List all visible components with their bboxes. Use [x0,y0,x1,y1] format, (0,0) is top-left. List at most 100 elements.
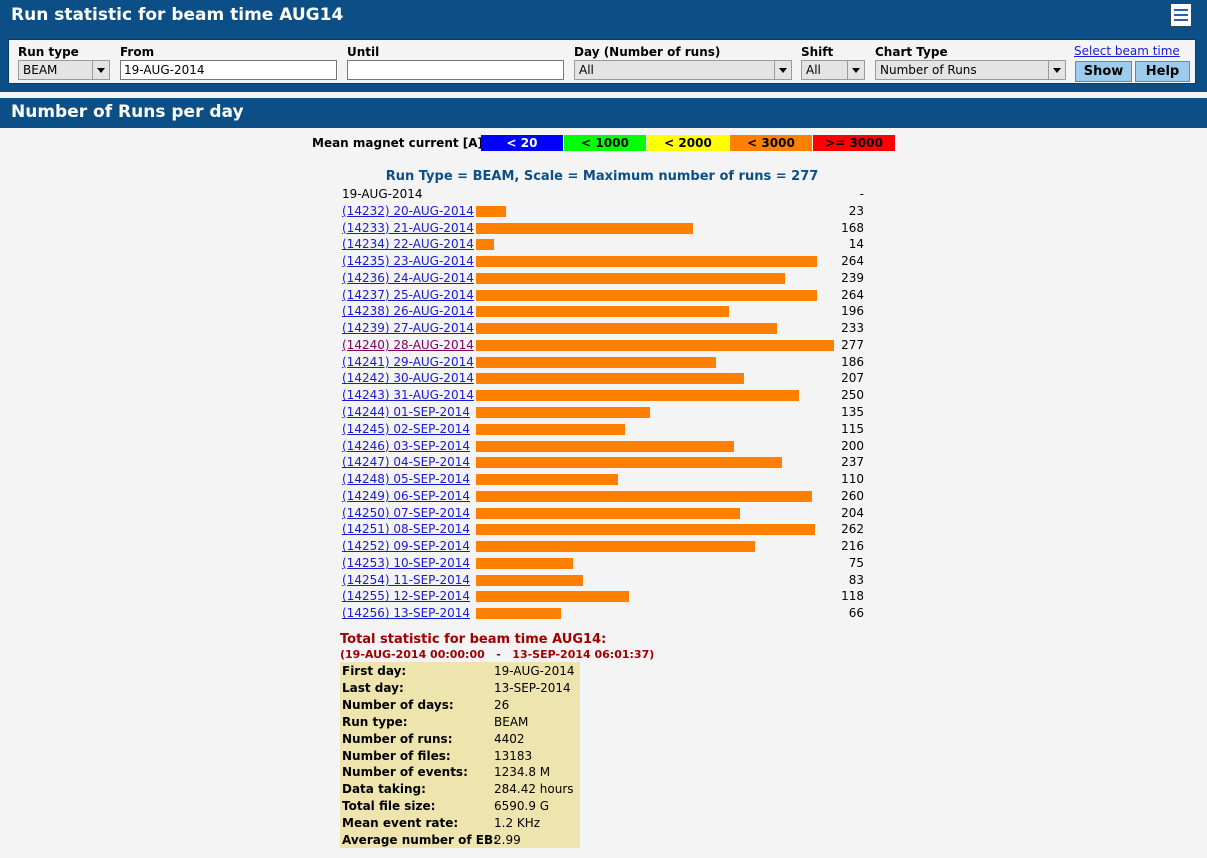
stats-row: Number of files: 13183 [340,748,580,765]
stats-row: Number of events: 1234.8 M [340,764,580,781]
run-type-value: BEAM [23,63,58,77]
stat-key: Data taking: [342,782,426,797]
chart-row: (14237) 25-AUG-2014 264 [342,288,866,304]
run-date-link[interactable]: (14242) 30-AUG-2014 [342,371,474,386]
chart-row: (14241) 29-AUG-2014 186 [342,355,866,371]
bar-value-label: 237 [841,455,864,470]
chart-row: 19-AUG-2014 - [342,187,866,203]
bar-value-label: 239 [841,270,864,285]
section-header: Number of Runs per day [0,98,1207,128]
chevron-down-icon[interactable] [847,61,864,79]
until-input[interactable] [347,60,564,80]
legend-item: >= 3000 [813,135,895,151]
run-date-link[interactable]: (14253) 10-SEP-2014 [342,555,470,570]
run-date-link[interactable]: (14234) 22-AUG-2014 [342,237,474,252]
chart-row: (14233) 21-AUG-2014 168 [342,221,866,237]
run-date-link[interactable]: (14246) 03-SEP-2014 [342,438,470,453]
bar [476,490,812,502]
bar [476,256,817,268]
bar-value-label: 262 [841,522,864,537]
chart-row: (14232) 20-AUG-2014 23 [342,204,866,220]
chart-row: (14236) 24-AUG-2014 239 [342,271,866,287]
bar-value-label: 14 [848,237,864,252]
chevron-down-icon[interactable] [774,61,791,79]
from-input[interactable]: 19-AUG-2014 [120,60,337,80]
run-date-link[interactable]: (14248) 05-SEP-2014 [342,472,470,487]
stat-value: BEAM [494,714,529,729]
stat-value: 1.2 KHz [494,816,541,831]
section-title: Number of Runs per day [11,102,244,122]
run-date-link[interactable]: (14251) 08-SEP-2014 [342,522,470,537]
bar-value-label: 66 [848,606,864,621]
bar [476,272,785,284]
bar-value-label: 264 [841,287,864,302]
chart-row: (14255) 12-SEP-2014 118 [342,589,866,605]
page-title: Run statistic for beam time AUG14 [11,5,344,25]
bar-value-label: 110 [841,472,864,487]
chart-row: (14251) 08-SEP-2014 262 [342,522,866,538]
chart-row: (14256) 13-SEP-2014 66 [342,606,866,622]
bar-value-label: - [859,187,864,201]
bar-value-label: 135 [841,405,864,419]
bar [476,323,777,335]
run-date-link[interactable]: (14247) 04-SEP-2014 [342,455,470,470]
day-label: Day (Number of runs) [574,45,721,59]
run-date-link[interactable]: (14238) 26-AUG-2014 [342,304,474,319]
run-date-link[interactable]: (14239) 27-AUG-2014 [342,321,474,336]
select-beam-time-link[interactable]: Select beam time [1074,44,1180,58]
run-date-link[interactable]: (14254) 11-SEP-2014 [342,572,470,587]
chart-row: (14253) 10-SEP-2014 75 [342,556,866,572]
chevron-down-icon[interactable] [1048,61,1065,79]
chevron-down-icon[interactable] [92,61,109,79]
bar-value-label: 75 [848,555,864,570]
stats-table: First day: 19-AUG-2014 Last day: 13-SEP-201… [340,662,580,848]
stat-key: First day: [342,664,407,678]
run-date-link[interactable]: (14241) 29-AUG-2014 [342,354,474,369]
bar-value-label: 118 [841,589,864,604]
run-date-link[interactable]: (14240) 28-AUG-2014 [342,337,474,352]
day-select[interactable]: All [574,60,792,80]
chart-type-select[interactable]: Number of Runs [875,60,1066,80]
notepad-icon[interactable] [1170,3,1192,27]
bar-value-label: 23 [848,203,864,218]
bar [476,205,506,217]
total-range: (19-AUG-2014 00:00:00 - 13-SEP-2014 06:0… [340,648,655,661]
run-date-link[interactable]: (14243) 31-AUG-2014 [342,388,474,403]
run-date-link[interactable]: (14256) 13-SEP-2014 [342,606,470,621]
run-date-link[interactable]: (14245) 02-SEP-2014 [342,421,470,436]
stats-row: Number of days: 26 [340,697,580,714]
run-date-link[interactable]: (14255) 12-SEP-2014 [342,589,470,604]
bar-value-label: 260 [841,488,864,503]
bar-value-label: 83 [848,572,864,587]
chart-row: (14252) 09-SEP-2014 216 [342,539,866,555]
stats-row: Last day: 13-SEP-2014 [340,680,580,697]
bar [476,222,693,234]
stat-key: Last day: [342,680,404,695]
stat-key: Number of days: [342,697,454,712]
run-date-link[interactable]: (14244) 01-SEP-2014 [342,405,470,419]
help-button[interactable]: Help [1135,61,1190,82]
stat-value: 2.99 [494,833,521,847]
run-date-link[interactable]: (14233) 21-AUG-2014 [342,220,474,235]
shift-select[interactable]: All [801,60,865,80]
bar [476,390,799,402]
stat-value: 13-SEP-2014 [494,680,571,695]
bar-value-label: 250 [841,388,864,403]
run-date-link[interactable]: (14236) 24-AUG-2014 [342,270,474,285]
legend-label: Mean magnet current [A]: [312,136,488,150]
chart-row: (14238) 26-AUG-2014 196 [342,304,866,320]
run-date-link[interactable]: (14237) 25-AUG-2014 [342,287,474,302]
bar-value-label: 200 [841,438,864,453]
run-date-link[interactable]: (14249) 06-SEP-2014 [342,488,470,503]
show-button[interactable]: Show [1075,61,1132,82]
chart-type-value: Number of Runs [880,63,977,77]
bar-value-label: 277 [841,337,864,352]
bar [476,407,650,418]
run-date-link[interactable]: (14250) 07-SEP-2014 [342,505,470,520]
run-date-link[interactable]: (14252) 09-SEP-2014 [342,539,470,554]
run-date-link[interactable]: (14235) 23-AUG-2014 [342,254,474,269]
bar [476,373,744,385]
chart-row: (14240) 28-AUG-2014 277 [342,338,866,354]
run-date-link[interactable]: (14232) 20-AUG-2014 [342,203,474,218]
run-type-select[interactable]: BEAM [18,60,110,80]
